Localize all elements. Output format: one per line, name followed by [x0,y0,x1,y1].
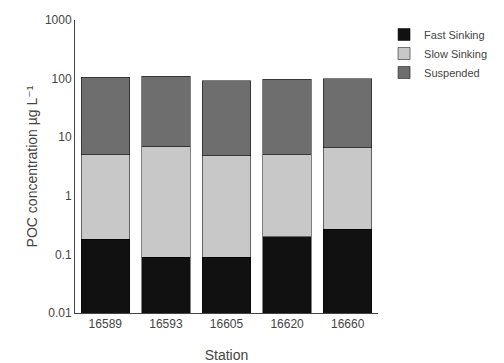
svg-text:100: 100 [52,72,72,86]
svg-text:16593: 16593 [149,317,183,331]
svg-text:POC concentration µg L⁻¹: POC concentration µg L⁻¹ [24,85,40,247]
svg-text:16589: 16589 [89,317,123,331]
svg-text:Fast Sinking: Fast Sinking [424,29,485,41]
svg-text:1000: 1000 [45,13,72,27]
svg-text:16660: 16660 [331,317,365,331]
svg-text:1: 1 [65,189,72,203]
svg-text:0.01: 0.01 [48,306,72,320]
svg-text:16620: 16620 [270,317,304,331]
svg-text:16605: 16605 [210,317,244,331]
svg-text:10: 10 [58,130,72,144]
svg-text:Station: Station [205,347,249,363]
svg-text:Slow Sinking: Slow Sinking [424,48,487,60]
svg-text:Suspended: Suspended [424,67,480,79]
svg-text:0.1: 0.1 [55,248,72,262]
